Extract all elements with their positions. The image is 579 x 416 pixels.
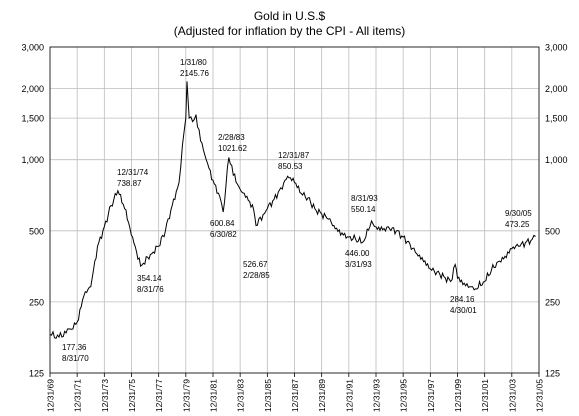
y-tick-label: 1,000 [21,155,44,165]
x-tick-label: 12/31/73 [100,379,110,412]
x-tick-label: 12/31/69 [46,379,56,412]
y-tick-label: 1,500 [21,114,44,124]
chart-title: Gold in U.S.$ [253,9,326,23]
annotation-line-2: 3/31/93 [345,260,372,269]
x-tick-label: 12/31/97 [426,379,436,412]
x-tick-label: 12/31/01 [480,379,490,412]
x-tick-label: 12/31/89 [317,379,327,412]
y-tick-label-right: 1,500 [545,114,568,124]
annotation-line-1: 1/31/80 [180,58,207,67]
annotation-line-1: 9/30/05 [505,209,532,218]
annotation-line-1: 177.36 [62,343,87,352]
y-tick-label: 500 [29,226,44,236]
price-series-line [49,81,536,340]
y-tick-label: 3,000 [21,43,44,53]
annotation-line-1: 12/31/87 [278,151,310,160]
y-tick-label-right: 125 [545,369,560,379]
y-tick-label-right: 1,000 [545,155,568,165]
plot-frame [49,46,540,374]
x-tick-label: 12/31/87 [290,379,300,412]
y-tick-label-right: 3,000 [545,43,568,53]
chart-subtitle: (Adjusted for inflation by the CPI - All… [173,24,406,38]
y-tick-label: 2,000 [21,84,44,94]
x-tick-label: 12/31/71 [73,379,83,412]
annotation-line-2: 2145.76 [180,69,209,78]
annotation-line-1: 526.67 [243,260,268,269]
y-tick-label-right: 2,000 [545,84,568,94]
annotation-line-1: 354.14 [137,274,162,283]
x-tick-label: 12/31/91 [344,379,354,412]
x-tick-label: 12/31/77 [154,379,164,412]
x-tick-label: 12/31/79 [181,379,191,412]
x-tick-label: 12/31/85 [263,379,273,412]
annotation-line-2: 6/30/82 [210,230,237,239]
annotation-line-2: 1021.62 [218,144,247,153]
x-tick-label: 12/31/93 [372,379,382,412]
annotation-line-1: 446.00 [345,249,370,258]
y-tick-label-right: 500 [545,226,560,236]
annotation-line-1: 284.16 [450,295,475,304]
x-tick-label: 12/31/75 [127,379,137,412]
annotation-line-2: 738.87 [117,179,142,188]
annotation-line-1: 8/31/93 [351,194,378,203]
x-tick-label: 12/31/99 [453,379,463,412]
x-tick-label: 12/31/95 [399,379,409,412]
y-tick-label-right: 250 [545,297,560,307]
x-tick-label: 12/31/05 [535,379,545,412]
x-tick-label: 12/31/81 [209,379,219,412]
x-tick-label: 12/31/03 [507,379,517,412]
annotation-line-1: 2/28/83 [218,133,245,142]
annotation-line-2: 2/28/85 [243,271,270,280]
annotation-line-2: 850.53 [278,162,303,171]
x-tick-label: 12/31/83 [236,379,246,412]
annotation-line-1: 600.84 [210,219,235,228]
annotation-line-2: 8/31/70 [62,354,89,363]
y-tick-label: 250 [29,297,44,307]
annotation-line-1: 12/31/74 [117,168,149,177]
annotation-line-2: 473.25 [505,220,530,229]
annotation-line-2: 550.14 [351,205,376,214]
annotation-line-2: 4/30/01 [450,306,477,315]
y-tick-label: 125 [29,369,44,379]
annotation-line-2: 8/31/76 [137,285,164,294]
